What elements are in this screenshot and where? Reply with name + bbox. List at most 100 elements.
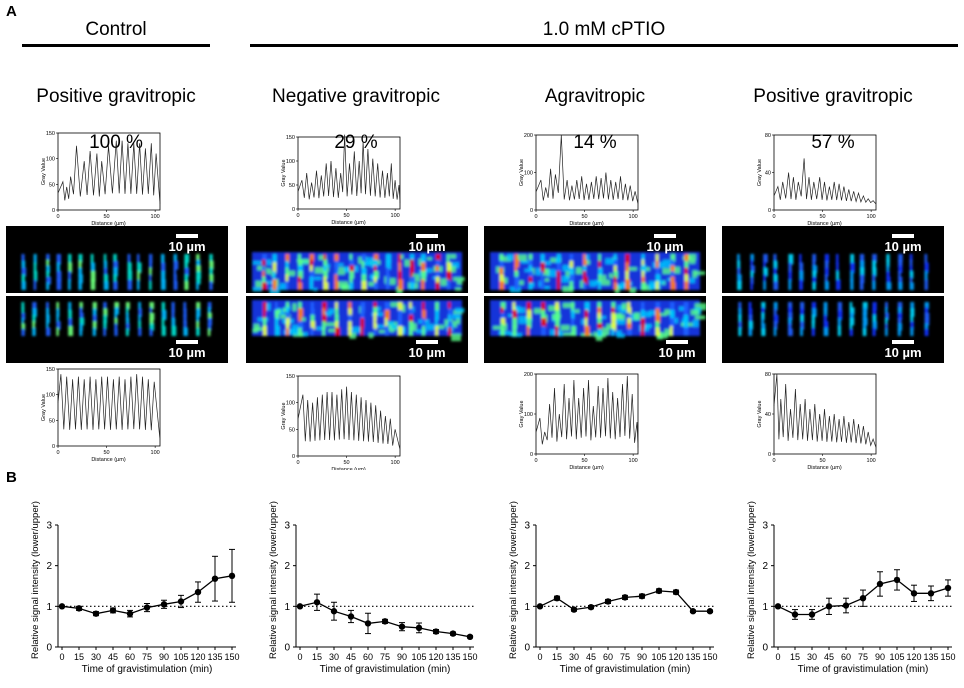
x-tick-label: 120 [190, 652, 205, 662]
profile-trace [773, 158, 877, 205]
scale-bar [892, 340, 914, 344]
gray-value-profile-control-lower: 0 50 100 150 0 50 100 Distance (µm) Gray Value [41, 367, 161, 463]
profile-ytick-label: 50 [49, 182, 55, 188]
micrograph-image: 10 µm [6, 296, 228, 363]
data-point [638, 592, 646, 600]
x-tick-label: 75 [380, 652, 390, 662]
profile-ytick-label: 100 [46, 157, 55, 163]
gray-value-profile-cptio-positive-upper: 0 40 80 0 50 100 Distance (µm) Gray Value [757, 133, 877, 227]
gray-value-profile-cptio-agravitropic-upper: 0 100 200 0 50 100 Distance (µm) Gray Value [519, 133, 639, 227]
profile-trace [535, 375, 639, 448]
x-tick-label: 15 [74, 652, 84, 662]
condition-percent: 57 % [811, 132, 855, 153]
data-point [194, 588, 202, 596]
scale-bar [416, 234, 438, 238]
data-point [825, 603, 833, 610]
data-point [808, 611, 816, 618]
profile-frame [297, 136, 401, 210]
profile-ytick-label: 50 [289, 427, 295, 433]
data-point [126, 610, 134, 617]
x-axis-label: Time of gravistimulation (min) [82, 664, 213, 675]
scale-bar-label: 10 µm [408, 239, 445, 254]
profile-ytick-label: 0 [52, 208, 55, 214]
profile-ylabel: Gray Value [41, 158, 47, 185]
profile-xlabel: Distance (µm) [807, 221, 842, 227]
x-tick-label: 15 [790, 652, 800, 662]
panel-label-b: B [6, 469, 17, 486]
x-tick-label: 90 [637, 652, 647, 662]
y-tick-label: 1 [524, 602, 530, 613]
profile-trace [57, 374, 161, 440]
profile-xtick-label: 0 [296, 213, 299, 219]
profile-xtick-label: 0 [56, 214, 59, 220]
profile-ytick-label: 150 [46, 367, 55, 373]
micrograph-image: 10 µm [722, 226, 944, 293]
profile-xlabel: Distance (µm) [91, 457, 126, 463]
data-point [706, 608, 714, 615]
x-tick-label: 15 [552, 652, 562, 662]
profile-ytick-label: 150 [46, 131, 55, 137]
micrograph-image: 10 µm [484, 226, 706, 293]
profile-ytick-label: 40 [765, 412, 771, 418]
profile-ytick-label: 100 [286, 401, 295, 407]
y-axis-label: Relative signal intensity (lower/upper) [508, 501, 519, 659]
profile-frame [57, 132, 161, 211]
data-point [774, 603, 782, 610]
profile-trace [297, 134, 401, 204]
profile-ylabel: Gray Value [281, 159, 287, 186]
scale-bar-label: 10 µm [168, 239, 205, 254]
profile-xtick-label: 50 [344, 460, 350, 466]
profile-xtick-label: 100 [391, 460, 400, 466]
profile-xtick-label: 50 [104, 450, 110, 456]
x-tick-label: 135 [923, 652, 938, 662]
x-tick-label: 150 [224, 652, 239, 662]
data-point [109, 607, 117, 614]
data-point [466, 633, 474, 641]
scale-bar [176, 234, 198, 238]
profile-ylabel: Gray Value [757, 400, 763, 427]
data-point [859, 595, 867, 602]
x-tick-label: 45 [586, 652, 596, 662]
x-tick-label: 120 [668, 652, 683, 662]
y-tick-label: 3 [284, 521, 290, 532]
profile-frame [57, 368, 161, 447]
x-axis-label: Time of gravistimulation (min) [798, 664, 929, 675]
profile-xtick-label: 50 [820, 214, 826, 220]
data-point [92, 610, 100, 617]
profile-ylabel: Gray Value [519, 159, 525, 186]
condition-percent: 100 % [89, 132, 143, 153]
profile-ytick-label: 0 [52, 444, 55, 450]
x-tick-label: 0 [537, 652, 542, 662]
profile-ytick-label: 40 [765, 171, 771, 177]
gray-value-profile-cptio-negative-upper: 0 50 100 150 0 50 100 Distance (µm) Gray Value [281, 134, 401, 226]
condition-name: Negative gravitropic [272, 86, 440, 107]
scale-bar-label: 10 µm [658, 345, 695, 360]
scale-bar-label: 10 µm [168, 345, 205, 360]
micrograph-layer: 10 µm 10 µm 10 µm 10 µm 10 µm 10 µm 10 µm 10 µm [6, 226, 944, 363]
profile-xtick-label: 0 [772, 214, 775, 220]
x-tick-label: 60 [363, 652, 373, 662]
profile-ytick-label: 50 [289, 183, 295, 189]
condition-name: Agravitropic [544, 86, 646, 107]
x-tick-label: 15 [312, 652, 322, 662]
condition-title-4: Positive gravitropic 57 % [722, 62, 944, 154]
x-tick-label: 135 [445, 652, 460, 662]
profile-ylabel: Gray Value [757, 159, 763, 186]
scale-bar [176, 340, 198, 344]
y-tick-label: 2 [46, 561, 52, 572]
micrograph-image: 10 µm [484, 296, 706, 363]
scale-bar-label: 10 µm [646, 239, 683, 254]
x-tick-label: 150 [702, 652, 717, 662]
x-tick-label: 45 [346, 652, 356, 662]
profile-ytick-label: 150 [286, 374, 295, 380]
x-tick-label: 90 [875, 652, 885, 662]
x-tick-label: 45 [824, 652, 834, 662]
profile-ytick-label: 0 [530, 208, 533, 214]
x-tick-label: 60 [125, 652, 135, 662]
x-tick-label: 30 [91, 652, 101, 662]
x-tick-label: 75 [858, 652, 868, 662]
micrograph-image: 10 µm [246, 226, 468, 293]
data-point [313, 599, 321, 606]
